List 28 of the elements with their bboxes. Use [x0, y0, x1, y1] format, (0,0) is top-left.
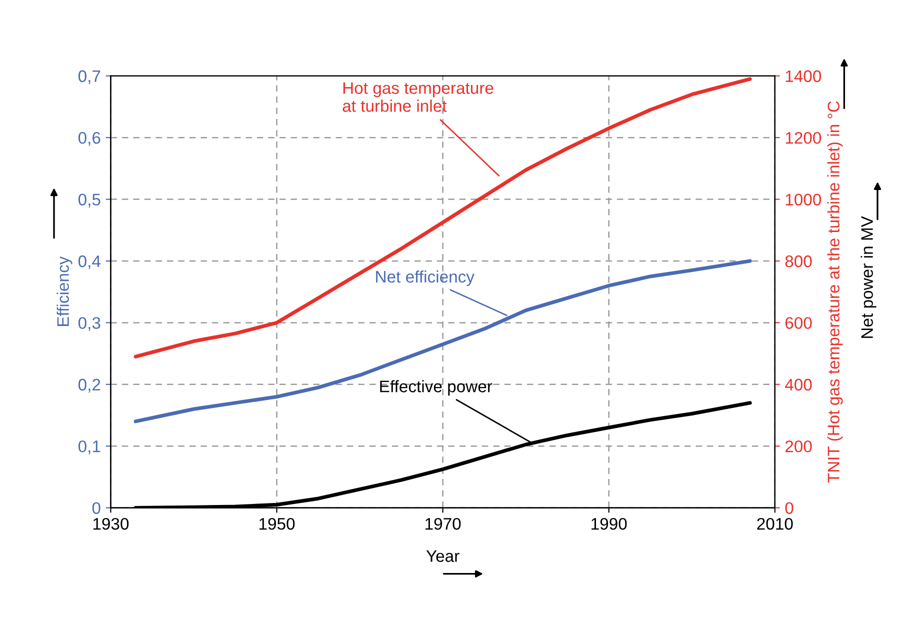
y3-axis-title: Net power in MV — [860, 216, 876, 338]
y2-tick-label: 200 — [785, 440, 812, 452]
y2-tick-label: 400 — [785, 378, 812, 391]
x-tick-label: 1950 — [259, 518, 295, 530]
x-axis-title: Year — [426, 550, 460, 562]
y-axis-title: Efficiency — [56, 256, 72, 326]
y2-tick-label: 1400 — [786, 70, 822, 82]
y-tick-label: 0,7 — [78, 70, 100, 84]
x-tick-label: 1970 — [426, 518, 461, 530]
y-tick-label: 0,5 — [78, 194, 100, 208]
y-tick-label: 0 — [92, 502, 100, 514]
annotation: Effective power — [380, 380, 492, 396]
y2-axis-title: TNIT (Hot gas temperature at the turbine inlet) in °C — [827, 101, 843, 483]
y-tick-label: 0,4 — [78, 255, 100, 270]
y2-tick-label: 0 — [785, 502, 794, 514]
y2-tick-label: 1000 — [786, 194, 822, 206]
x-tick-label: 1930 — [93, 518, 129, 530]
y-tick-label: 0,3 — [78, 317, 100, 331]
annotation: Hot gas temperature at turbine inlet — [342, 82, 494, 112]
annotation: Net efficiency — [376, 270, 474, 286]
y2-tick-label: 600 — [785, 317, 812, 329]
y2-tick-label: 1200 — [786, 132, 822, 144]
y-tick-label: 0,2 — [78, 378, 100, 393]
y-tick-label: 0,6 — [78, 132, 100, 146]
x-tick-label: 1990 — [592, 518, 627, 530]
x-tick-label: 2010 — [757, 518, 793, 530]
y-tick-label: 0,1 — [78, 440, 100, 454]
y2-tick-label: 800 — [785, 255, 812, 268]
